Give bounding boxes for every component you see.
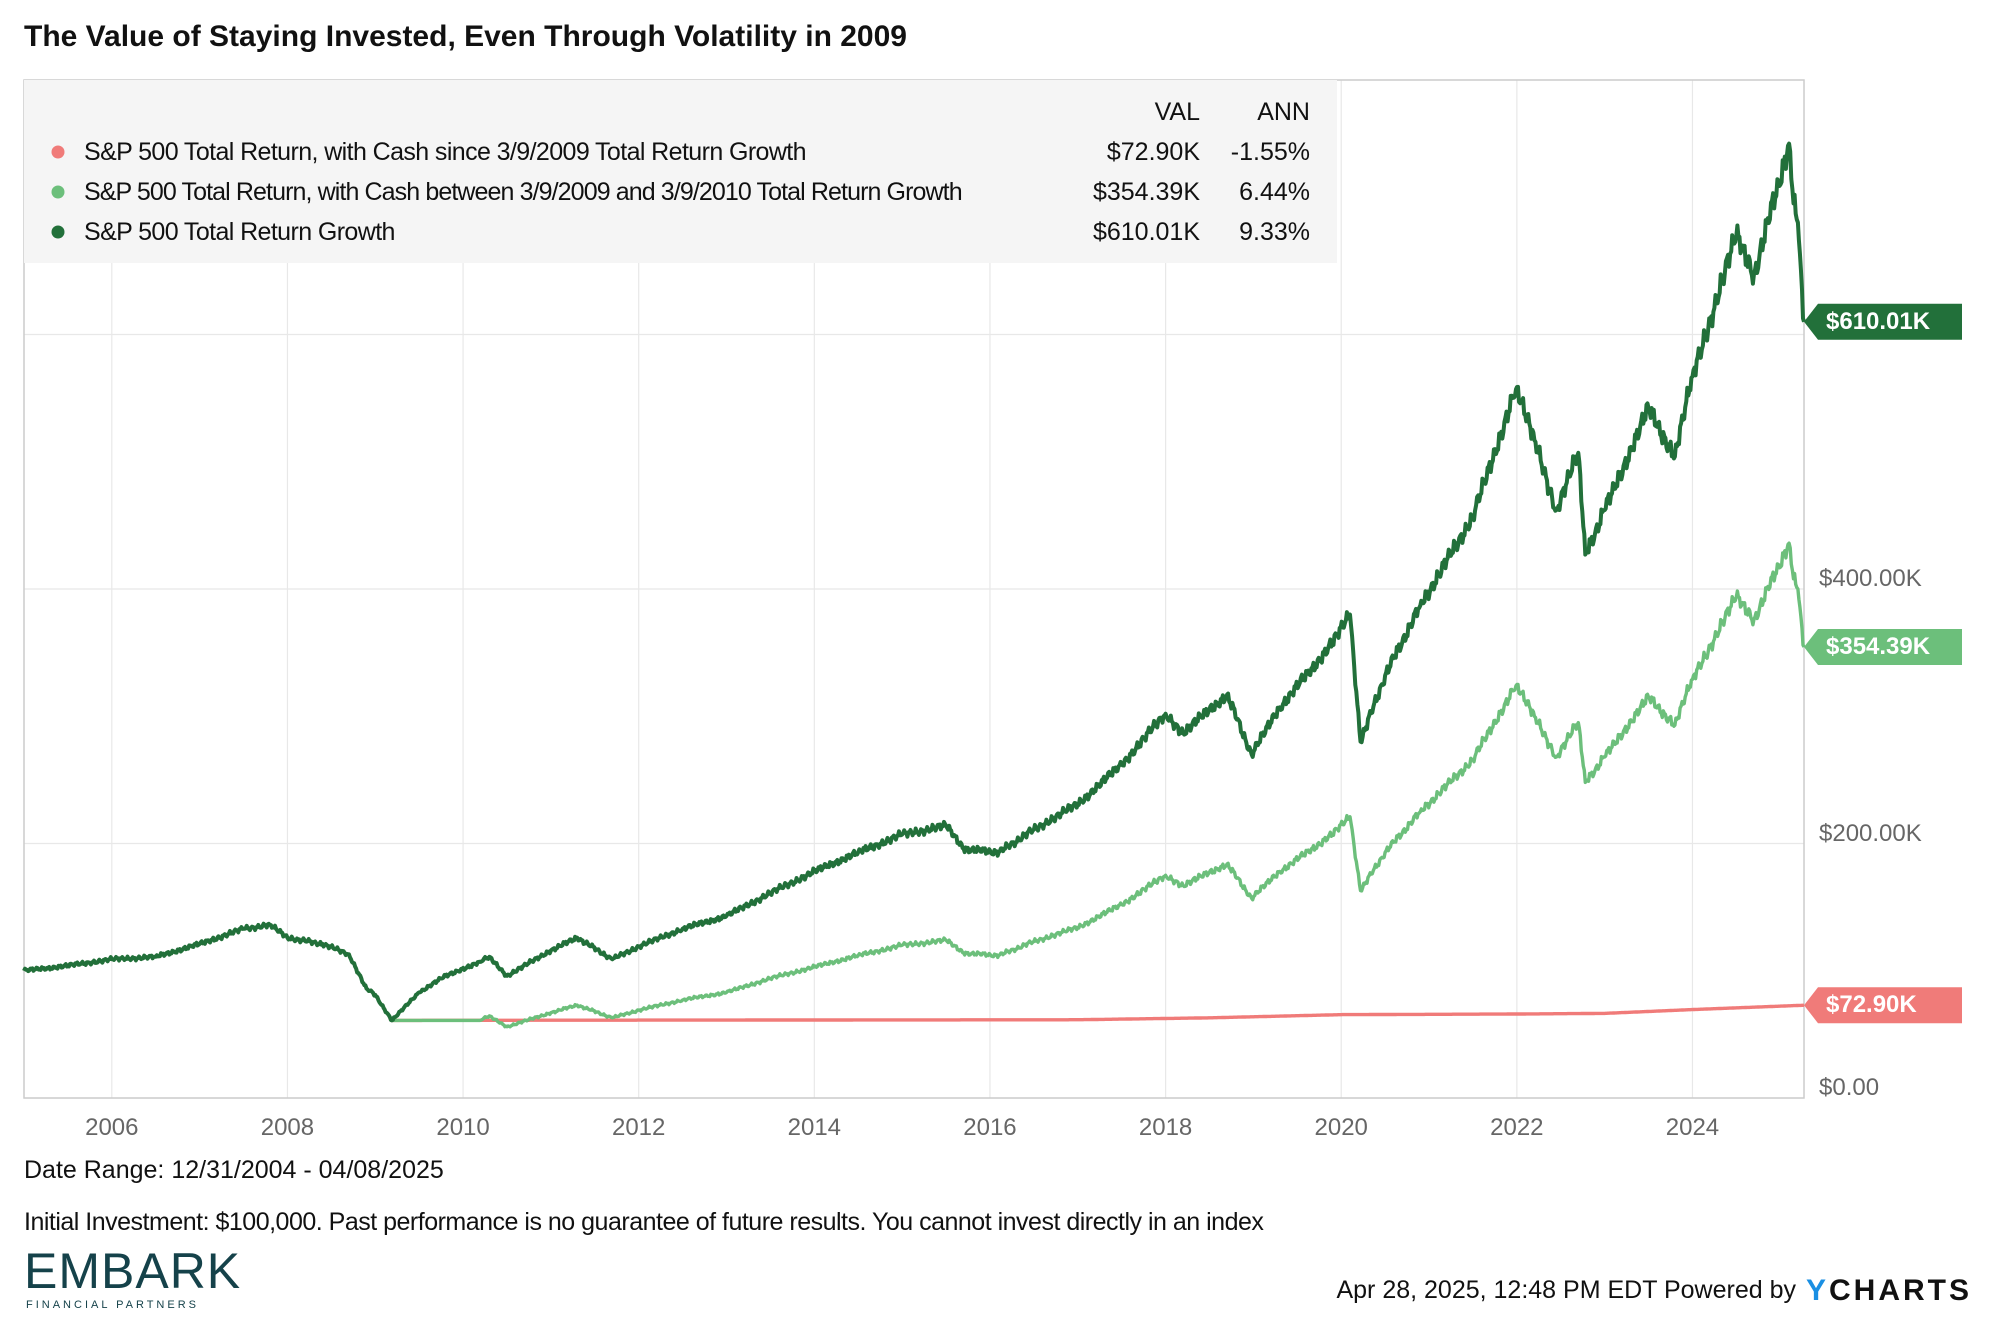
legend-ann: 6.44% <box>1239 178 1310 206</box>
legend-val: $72.90K <box>1106 138 1200 166</box>
timestamp: Apr 28, 2025, 12:48 PM EDT Powered by <box>1336 1276 1796 1304</box>
series-line <box>22 141 1806 1023</box>
legend-label[interactable]: S&P 500 Total Return Growth <box>84 218 395 246</box>
x-tick-label: 2008 <box>260 1114 315 1141</box>
legend-val: $610.01K <box>1092 218 1200 246</box>
series-line <box>22 541 1806 1029</box>
series-lines <box>22 141 1806 1029</box>
x-tick-label: 2014 <box>787 1114 842 1141</box>
legend-label[interactable]: S&P 500 Total Return, with Cash between … <box>84 178 963 206</box>
x-tick-label: 2012 <box>611 1114 666 1141</box>
end-value-label: $610.01K <box>1826 307 1931 335</box>
x-tick-label: 2020 <box>1314 1114 1368 1141</box>
x-tick-label: 2006 <box>85 1114 139 1141</box>
x-tick-label: 2016 <box>963 1114 1017 1141</box>
legend-ann: -1.55% <box>1230 138 1310 166</box>
date-range: Date Range: 12/31/2004 - 04/08/2025 <box>24 1156 444 1184</box>
chart-title: The Value of Staying Invested, Even Thro… <box>24 20 907 53</box>
legend-label[interactable]: S&P 500 Total Return, with Cash since 3/… <box>84 138 807 166</box>
legend-header-ann: ANN <box>1257 98 1310 126</box>
x-tick-label: 2022 <box>1490 1114 1544 1141</box>
legend-val: $354.39K <box>1092 178 1200 206</box>
embark-logo-subtitle: FINANCIAL PARTNERS <box>26 1299 199 1311</box>
disclaimer: Initial Investment: $100,000. Past perfo… <box>24 1208 1264 1236</box>
x-tick-label: 2018 <box>1138 1114 1193 1141</box>
embark-logo: EMBARK <box>24 1243 242 1299</box>
legend-dot-icon <box>51 185 65 199</box>
y-tick-label: $0.00 <box>1819 1074 1880 1101</box>
legend-ann: 9.33% <box>1239 218 1310 246</box>
x-tick-label: 2010 <box>436 1114 490 1141</box>
end-value-label: $72.90K <box>1826 991 1917 1019</box>
y-tick-label: $200.00K <box>1819 819 1922 847</box>
end-value-tag <box>1804 629 1962 666</box>
ycharts-logo[interactable]: YCHARTS <box>1806 1274 1973 1307</box>
end-value-tag <box>1804 987 1962 1024</box>
legend-background <box>24 80 1337 263</box>
end-value-tags <box>1804 303 1962 1024</box>
x-tick-label: 2024 <box>1665 1114 1720 1141</box>
end-value-label: $354.39K <box>1826 633 1931 661</box>
legend-header-val: VAL <box>1154 98 1200 126</box>
y-tick-label: $400.00K <box>1819 565 1922 592</box>
end-value-tag <box>1804 303 1962 340</box>
legend-dot-icon <box>51 145 65 159</box>
legend-dot-icon <box>51 225 65 239</box>
